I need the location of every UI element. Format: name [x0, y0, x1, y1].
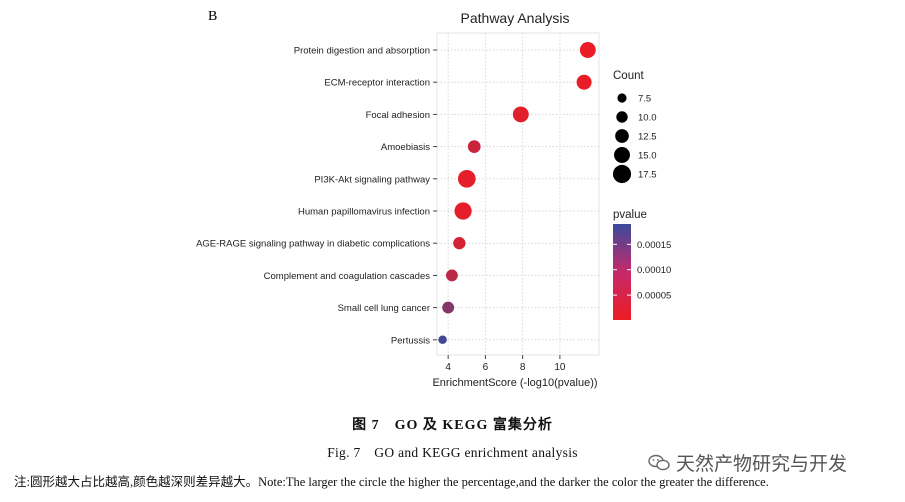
colorbar-label: 0.00015 — [637, 240, 671, 251]
category-label: Human papillomavirus infection — [298, 207, 430, 218]
x-tick-label: 4 — [445, 362, 451, 373]
watermark: 天然产物研究与开发 — [648, 449, 847, 476]
colorbar-label: 0.00010 — [637, 265, 671, 276]
count-legend: 7.5 10.0 12.5 15.0 17.5 — [612, 93, 657, 184]
count-legend-dot — [615, 129, 629, 143]
category-label: AGE-RAGE signaling pathway in diabetic c… — [196, 239, 430, 250]
pvalue-colorbar — [613, 224, 631, 320]
count-legend-dot — [617, 93, 627, 103]
data-point — [445, 269, 458, 282]
count-legend-label: 7.5 — [638, 94, 651, 105]
count-legend-title: Count — [613, 70, 644, 82]
category-label: Focal adhesion — [366, 110, 430, 121]
category-labels: Protein digestion and absorption ECM-rece… — [196, 46, 437, 346]
data-point — [457, 169, 476, 188]
chart-title: Pathway Analysis — [461, 10, 570, 26]
data-point — [467, 140, 481, 153]
category-label: ECM-receptor interaction — [324, 78, 430, 89]
category-label: Pertussis — [391, 335, 430, 346]
count-legend-dot — [614, 147, 630, 163]
caption-chinese: 图 7 GO 及 KEGG 富集分析 — [352, 418, 553, 433]
pvalue-legend-title: pvalue — [613, 209, 647, 221]
data-point — [438, 335, 447, 345]
plot-panel — [436, 32, 600, 356]
category-label: PI3K-Akt signaling pathway — [314, 174, 430, 185]
pathway-analysis-figure: B Pathway Analysis Protein digestion and… — [196, 9, 671, 389]
category-label: Protein digestion and absorption — [294, 46, 430, 57]
caption-note: 注:圆形越大占比越高,颜色越深则差异越大。Note:The larger the… — [14, 475, 769, 489]
count-legend-label: 12.5 — [638, 132, 657, 143]
watermark-text: 天然产物研究与开发 — [676, 453, 848, 475]
category-label: Amoebiasis — [381, 142, 430, 153]
caption-english: Fig. 7 GO and KEGG enrichment analysis — [327, 445, 578, 460]
data-point — [576, 74, 592, 90]
x-tick-label: 6 — [483, 362, 489, 373]
pvalue-legend-ticks: 0.00015 0.00010 0.00005 — [613, 240, 671, 302]
x-axis-title: EnrichmentScore (-log10(pvalue)) — [432, 377, 597, 389]
data-points — [438, 42, 596, 345]
wechat-icon — [648, 454, 670, 471]
count-legend-label: 15.0 — [638, 151, 657, 162]
count-legend-label: 10.0 — [638, 113, 657, 124]
category-label: Small cell lung cancer — [338, 303, 430, 314]
panel-label: B — [208, 9, 217, 24]
colorbar-label: 0.00005 — [637, 291, 671, 302]
data-point — [579, 42, 596, 58]
x-tick-label: 8 — [520, 362, 526, 373]
data-point — [512, 106, 529, 123]
x-tick-label: 10 — [554, 362, 566, 373]
count-legend-dot — [616, 111, 628, 123]
x-axis-ticks: 4 6 8 10 — [445, 355, 566, 373]
data-point — [453, 237, 466, 250]
count-legend-dot — [612, 164, 632, 184]
category-label: Complement and coagulation cascades — [264, 271, 431, 282]
data-point — [442, 301, 455, 314]
count-legend-label: 17.5 — [638, 170, 657, 181]
data-point — [454, 202, 472, 220]
